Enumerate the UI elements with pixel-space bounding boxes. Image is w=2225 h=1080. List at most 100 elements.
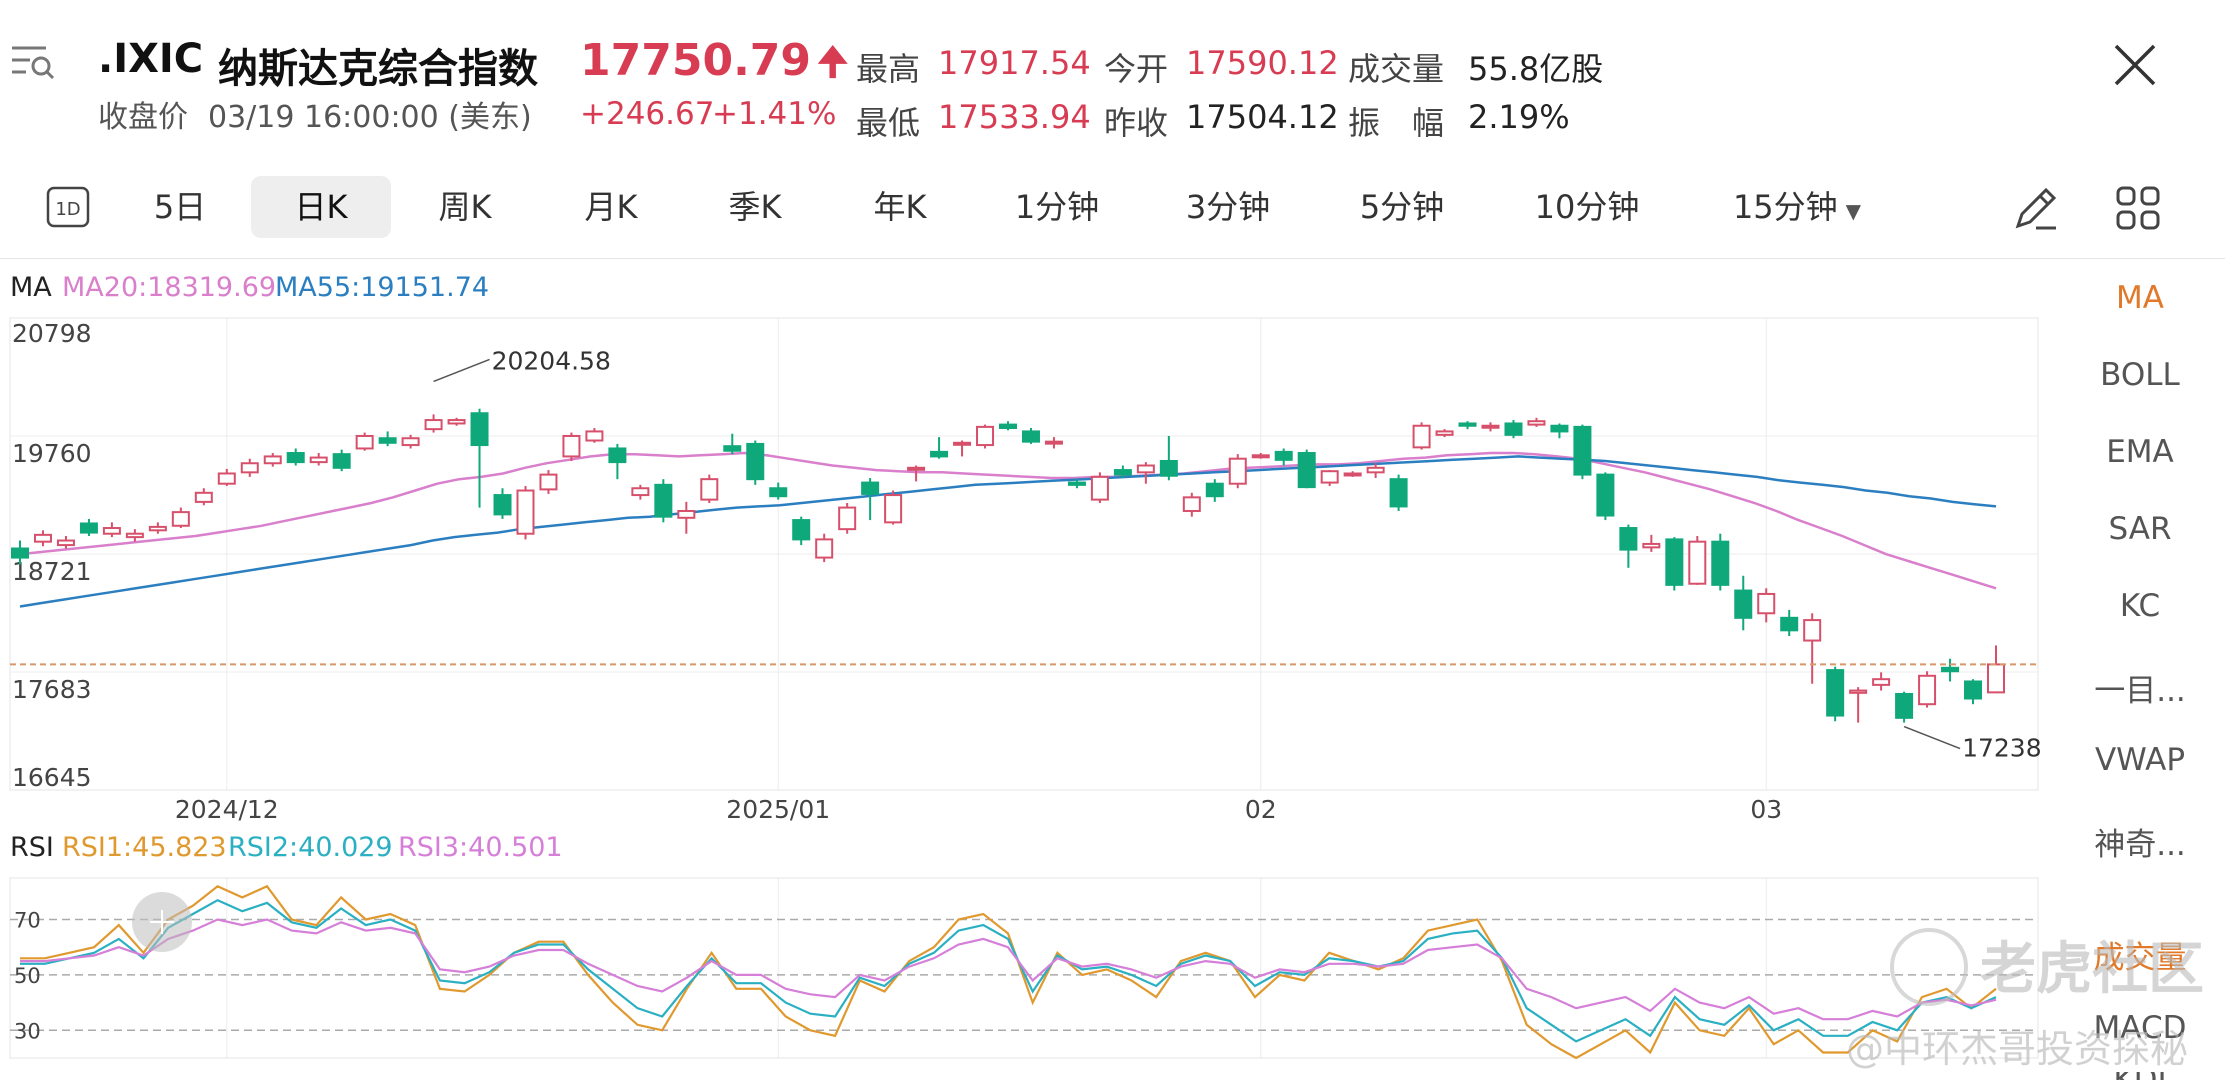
indicator-ichimoku[interactable]: 一目... (2094, 673, 2186, 709)
candle-up (976, 425, 995, 447)
indicator-ma[interactable]: MA (2116, 280, 2164, 316)
candle-up (1090, 475, 1109, 501)
candle-up (1182, 496, 1201, 512)
rsi3-line (20, 918, 1997, 1021)
x-axis-date-label: 03 (1750, 795, 1782, 824)
candle-down (378, 437, 397, 444)
tab-weekly-k[interactable]: 周K (438, 188, 492, 226)
price-y-tick-label: 16645 (12, 763, 92, 792)
indicator-magic[interactable]: 神奇... (2094, 827, 2186, 863)
max-price-annotation: 20204.58 (492, 346, 611, 375)
tab-yearly-k[interactable]: 年K (873, 188, 927, 226)
price-y-tick-label: 17683 (12, 675, 92, 704)
candle-down (286, 452, 305, 464)
candle-up (102, 527, 121, 535)
period-1d-icon[interactable]: 1D (46, 185, 90, 229)
candle-down (1297, 452, 1316, 489)
rsi-y-tick-label: 30 (14, 1019, 41, 1043)
indicator-macd[interactable]: MACD (2093, 1010, 2187, 1046)
candle-down (608, 447, 627, 464)
candle-down (723, 445, 742, 452)
indicator-vwap[interactable]: VWAP (2094, 742, 2186, 778)
tab-5day[interactable]: 5日 (153, 188, 207, 226)
candle-down (1964, 680, 1983, 700)
stat-high-label: 最高 (856, 50, 921, 88)
indicator-kc[interactable]: KC (2119, 588, 2161, 624)
candle-up (1987, 663, 2005, 694)
indicator-sar[interactable]: SAR (2108, 511, 2172, 547)
close-icon[interactable] (2110, 40, 2160, 90)
rsi-panel-frame (9, 877, 2039, 1059)
grid-icon[interactable] (2112, 182, 2164, 234)
stat-low-label: 最低 (856, 104, 921, 142)
pen-icon[interactable] (2010, 182, 2062, 234)
indicator-boll[interactable]: BOLL (2100, 357, 2180, 393)
tab-1min[interactable]: 1分钟 (1014, 188, 1100, 226)
stat-volume-label: 成交量 (1348, 50, 1445, 88)
tab-3min[interactable]: 3分钟 (1185, 188, 1271, 226)
tab-quarterly-k[interactable]: 季K (728, 188, 782, 226)
candle-up (171, 511, 190, 527)
stat-volume-value: 55.8亿股 (1468, 50, 1604, 88)
x-axis-date-label: 2024/12 (175, 795, 279, 824)
candle-down (11, 547, 29, 559)
rsi3-legend: RSI3:40.501 (398, 832, 563, 863)
candle-down (1826, 669, 1845, 717)
candle-down (1021, 430, 1040, 443)
candle-down (1734, 589, 1753, 619)
menu-search-icon[interactable] (8, 38, 56, 86)
ma20-legend: MA20:18319.69 (62, 272, 277, 303)
price-change-pct: +1.41% (712, 96, 837, 132)
close-time: 03/19 16:00:00 (美东) (208, 100, 532, 135)
candle-up (1044, 440, 1063, 445)
x-axis-date-label: 2025/01 (726, 795, 830, 824)
price-y-tick-label: 19760 (12, 439, 92, 468)
candle-down (1619, 527, 1638, 551)
stat-prev-close-value: 17504.12 (1186, 98, 1339, 136)
candle-down (1205, 482, 1224, 498)
candle-up (631, 487, 650, 497)
candle-down (1458, 422, 1477, 427)
candle-up (677, 509, 696, 519)
candle-up (1320, 470, 1339, 484)
tab-monthly-k[interactable]: 月K (584, 188, 638, 226)
candle-up (884, 494, 903, 524)
tab-15min-dropdown[interactable]: 15分钟 ▼ (1732, 188, 1862, 226)
candle-up (56, 539, 75, 547)
candle-down (1159, 459, 1178, 477)
ma20-line (19, 451, 1997, 590)
indicator-ema[interactable]: EMA (2106, 434, 2174, 470)
candle-down (1665, 538, 1684, 586)
indicator-volume[interactable]: 成交量 (2093, 940, 2187, 976)
candle-up (355, 434, 374, 450)
candle-down (1389, 478, 1408, 508)
candle-up (1527, 420, 1546, 426)
stat-amplitude-value: 2.19% (1468, 98, 1570, 136)
tab-10min[interactable]: 10分钟 (1534, 188, 1640, 226)
candle-up (539, 473, 558, 491)
stat-high-value: 17917.54 (938, 44, 1091, 82)
candle-up (1872, 678, 1891, 686)
candle-up (424, 419, 443, 431)
price-change: +246.67 (580, 96, 715, 132)
candle-up (1849, 689, 1868, 694)
candle-up (1757, 592, 1776, 615)
price-y-tick-label: 18721 (12, 557, 92, 586)
candle-up (1412, 424, 1431, 449)
candle-down (654, 483, 673, 518)
candle-up (1366, 466, 1385, 474)
rsi-y-tick-label: 50 (14, 964, 41, 988)
candle-down (1504, 422, 1523, 436)
candle-down (769, 487, 788, 498)
candle-down (1113, 469, 1132, 476)
price-chart[interactable]: 20798 19760 18721 17683 16645 2024/12 2025/01 0… (0, 0, 2040, 1080)
tab-5min[interactable]: 5分钟 (1359, 188, 1445, 226)
indicator-kdj[interactable]: KDJ (2055, 1072, 2225, 1080)
stat-prev-close-label: 昨收 (1104, 104, 1169, 142)
rsi-legend-title: RSI (10, 832, 54, 863)
candle-down (493, 494, 512, 516)
candle-down (792, 519, 811, 541)
candle-up (1803, 619, 1822, 642)
tab-daily-k[interactable]: 日K (251, 176, 391, 238)
candle-down (930, 450, 949, 458)
